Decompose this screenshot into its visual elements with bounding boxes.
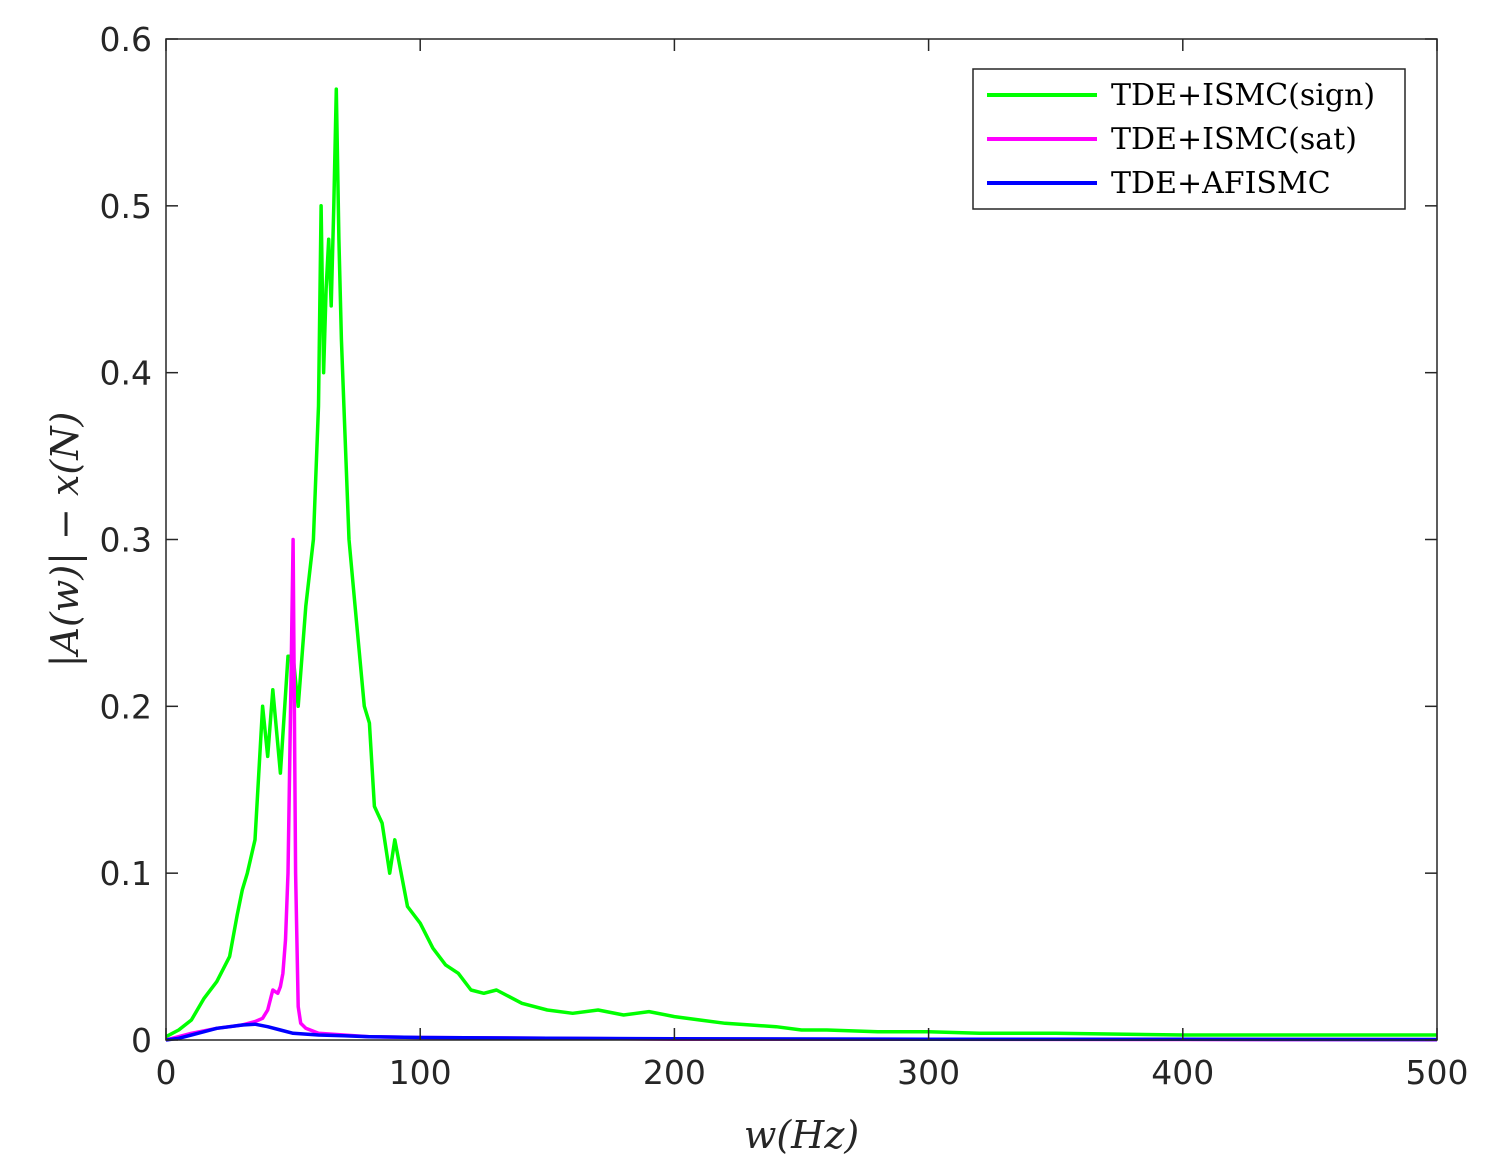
- legend-label: TDE+ISMC(sign): [1111, 78, 1375, 113]
- series-layer: [165, 87, 1438, 1042]
- y-tick-label: 0.2: [100, 687, 152, 726]
- legend-label: TDE+AFISMC: [1111, 166, 1331, 201]
- y-tick-label: 0.6: [100, 20, 152, 59]
- series-line-0: [165, 87, 1437, 1039]
- x-tick-label: 400: [1151, 1053, 1214, 1092]
- x-tick-label: 200: [643, 1053, 706, 1092]
- y-tick-label: 0.5: [100, 187, 152, 226]
- x-tick-label: 100: [389, 1053, 452, 1092]
- series-line-2: [165, 1022, 1438, 1042]
- y-tick-label: 0: [131, 1021, 152, 1060]
- x-axis-title: w(Hz): [744, 1113, 859, 1157]
- y-tick-label: 0.3: [100, 521, 152, 560]
- x-tick-label: 500: [1406, 1053, 1469, 1092]
- y-tick-label: 0.4: [100, 354, 152, 393]
- y-tick-label: 0.1: [100, 854, 152, 893]
- legend-label: TDE+ISMC(sat): [1111, 122, 1357, 157]
- x-tick-label: 300: [897, 1053, 960, 1092]
- legend: TDE+ISMC(sign) TDE+ISMC(sat) TDE+AFISMC: [972, 68, 1406, 210]
- y-axis-title: |A(w)| − x(N): [43, 412, 87, 668]
- tick-layer: 0 100 200 300 400 500 0 0.1 0.2 0.3 0.4 0.5 0.6: [100, 20, 1469, 1092]
- x-tick-label: 0: [156, 1053, 177, 1092]
